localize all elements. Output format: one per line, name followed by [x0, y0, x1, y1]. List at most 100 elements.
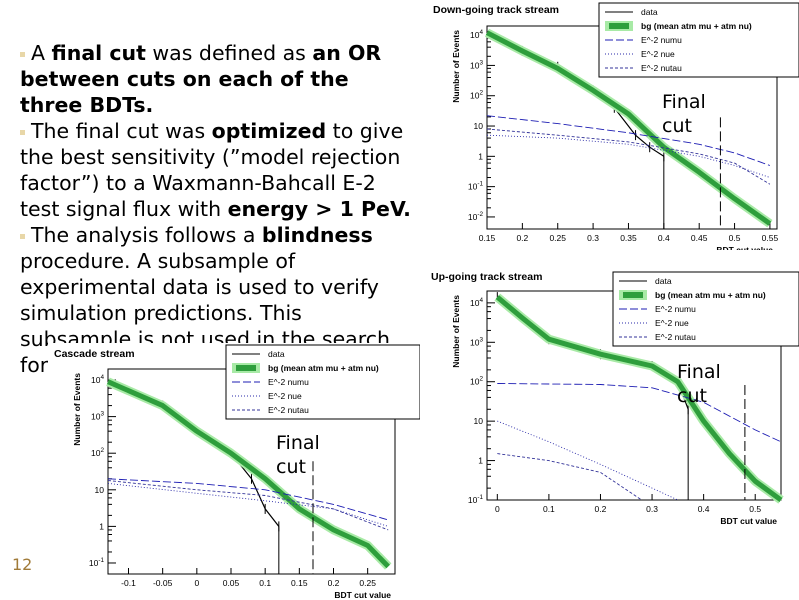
final-cut-label: Final cut [662, 91, 706, 137]
y-tick-label: 103 [470, 336, 483, 347]
series-e-2-nutau [107, 480, 389, 531]
x-tick-label: 0.15 [291, 578, 308, 588]
x-tick-label: 0.55 [762, 233, 779, 243]
chart-up-going: Up-going track stream 0 0.1 0.2 0.3 0.4 0.5 10-… [425, 267, 799, 530]
series-e-2-nue [486, 134, 771, 178]
x-tick-label: 0.25 [359, 578, 376, 588]
y-tick-label: 10 [95, 485, 105, 495]
legend-box [612, 271, 799, 347]
series-e-2-nue [107, 482, 389, 527]
y-tick-label: 10-1 [468, 494, 484, 505]
x-axis-label: BDT cut value [720, 516, 777, 526]
x-tick-label: 0.1 [543, 504, 555, 514]
x-tick-label: 0.45 [691, 233, 708, 243]
x-tick-label: 0.3 [587, 233, 599, 243]
x-tick-label: 0.3 [646, 504, 658, 514]
x-tick-label: -0.1 [121, 578, 136, 588]
chart-cascade-svg: Cascade stream -0.1 -0.05 0 0.05 0.1 0.15 0.2 0.… [54, 344, 420, 600]
x-tick-label: 0.2 [328, 578, 340, 588]
x-tick-label: 0.15 [479, 233, 496, 243]
x-tick-label: 0.1 [259, 578, 271, 588]
series-e-2-numu [107, 478, 389, 521]
legend-entry: bg (mean atm mu + atm nu) [268, 363, 379, 373]
legend-entry: E^-2 nue [641, 49, 675, 59]
legend-entry: E^-2 nutau [655, 332, 696, 342]
y-tick-label: 10-1 [468, 181, 484, 192]
y-tick-label: 104 [470, 297, 483, 308]
bullet-run: was defined as [145, 41, 313, 65]
bullet-run: The final cut was [31, 119, 212, 143]
bullet-icon [20, 129, 25, 135]
chart-up-going-svg: Up-going track stream 0 0.1 0.2 0.3 0.4 0.5 10-… [431, 271, 799, 526]
bullet-run: optimized [211, 119, 327, 143]
y-axis-label: Number of Events [72, 373, 82, 446]
chart-title: Up-going track stream [431, 271, 542, 283]
legend-entry: E^-2 numu [641, 35, 682, 45]
legend-swatch-bg-dark [609, 23, 629, 29]
series-bg [495, 295, 783, 503]
x-tick-label: 0.4 [698, 504, 710, 514]
bullet-1: A final cut was defined as an OR between… [20, 40, 415, 118]
y-tick-label: 103 [91, 411, 104, 422]
legend-entry: E^-2 numu [655, 304, 696, 314]
x-tick-label: 0.2 [595, 504, 607, 514]
x-tick-label: -0.05 [153, 578, 173, 588]
y-tick-label: 102 [470, 376, 483, 387]
y-tick-label: 103 [470, 59, 483, 70]
x-tick-label: 0.2 [516, 233, 528, 243]
x-tick-label: 0 [194, 578, 199, 588]
bullet-run: an OR between cuts on each of the three … [20, 41, 382, 117]
bullet-list: A final cut was defined as an OR between… [20, 40, 415, 378]
legend-swatch-bg-dark [236, 365, 256, 371]
y-tick-label: 1 [478, 456, 483, 466]
x-tick-label: 0.5 [749, 504, 761, 514]
series-bg [485, 30, 772, 226]
legend-entry: E^-2 numu [268, 377, 309, 387]
y-tick-label: 10 [474, 121, 484, 131]
chart-down-going: Down-going track stream 0.15 0.2 0.25 0.3 0.3… [425, 0, 799, 250]
legend-entry: E^-2 nutau [268, 405, 309, 415]
bullet-run: The analysis follows a [31, 223, 262, 247]
x-tick-label: 0.25 [549, 233, 566, 243]
x-tick-label: 0.4 [658, 233, 670, 243]
bullet-3: The analysis follows a blindness procedu… [20, 222, 415, 378]
bullet-run: final cut [51, 41, 146, 65]
y-tick-label: 10 [474, 416, 484, 426]
series-e-2-nutau [497, 453, 642, 501]
final-cut-label: Final cut [677, 361, 721, 407]
x-tick-label: 0.05 [223, 578, 240, 588]
y-tick-label: 1 [99, 521, 104, 531]
series-e-2-numu [497, 383, 782, 443]
x-tick-label: 0.35 [620, 233, 637, 243]
chart-cascade: Cascade stream -0.1 -0.05 0 0.05 0.1 0.15 0.2 0.… [48, 343, 420, 600]
series-e-2-nue [497, 420, 678, 501]
y-tick-label: 104 [91, 374, 104, 385]
series-e-2-numu [486, 115, 771, 166]
y-tick-label: 102 [470, 90, 483, 101]
y-tick-label: 102 [91, 447, 104, 458]
chart-down-going-svg: Down-going track stream 0.15 0.2 0.25 0.3 0.3… [433, 2, 799, 250]
y-axis-label: Number of Events [451, 295, 461, 368]
bullet-icon [20, 233, 25, 239]
x-axis-label: BDT cut value [334, 590, 391, 600]
bullet-run: A [31, 41, 52, 65]
legend-entry: data [641, 7, 658, 17]
chart-title: Down-going track stream [433, 4, 559, 16]
bullet-text: A final cut was defined as an OR between… [20, 41, 381, 117]
bullet-2: The final cut was optimized to give the … [20, 118, 415, 222]
bullet-text: The final cut was optimized to give the … [20, 119, 411, 221]
legend-entry: bg (mean atm mu + atm nu) [641, 21, 752, 31]
legend-entry: E^-2 nue [655, 318, 689, 328]
legend-entry: E^-2 nue [268, 391, 302, 401]
y-tick-label: 10-2 [468, 211, 484, 222]
y-axis-label: Number of Events [451, 30, 461, 103]
legend-entry: data [268, 349, 285, 359]
bullet-run: blindness [261, 223, 373, 247]
legend-swatch-bg-dark [623, 292, 643, 298]
bullet-run: to give the best sensitivity (”model rej… [20, 119, 404, 221]
y-tick-label: 10-1 [89, 557, 105, 568]
x-axis-label: BDT cut value [716, 245, 773, 250]
bullet-text: The analysis follows a blindness procedu… [20, 223, 390, 377]
x-tick-label: 0.5 [729, 233, 741, 243]
final-cut-label: Final cut [276, 432, 320, 478]
